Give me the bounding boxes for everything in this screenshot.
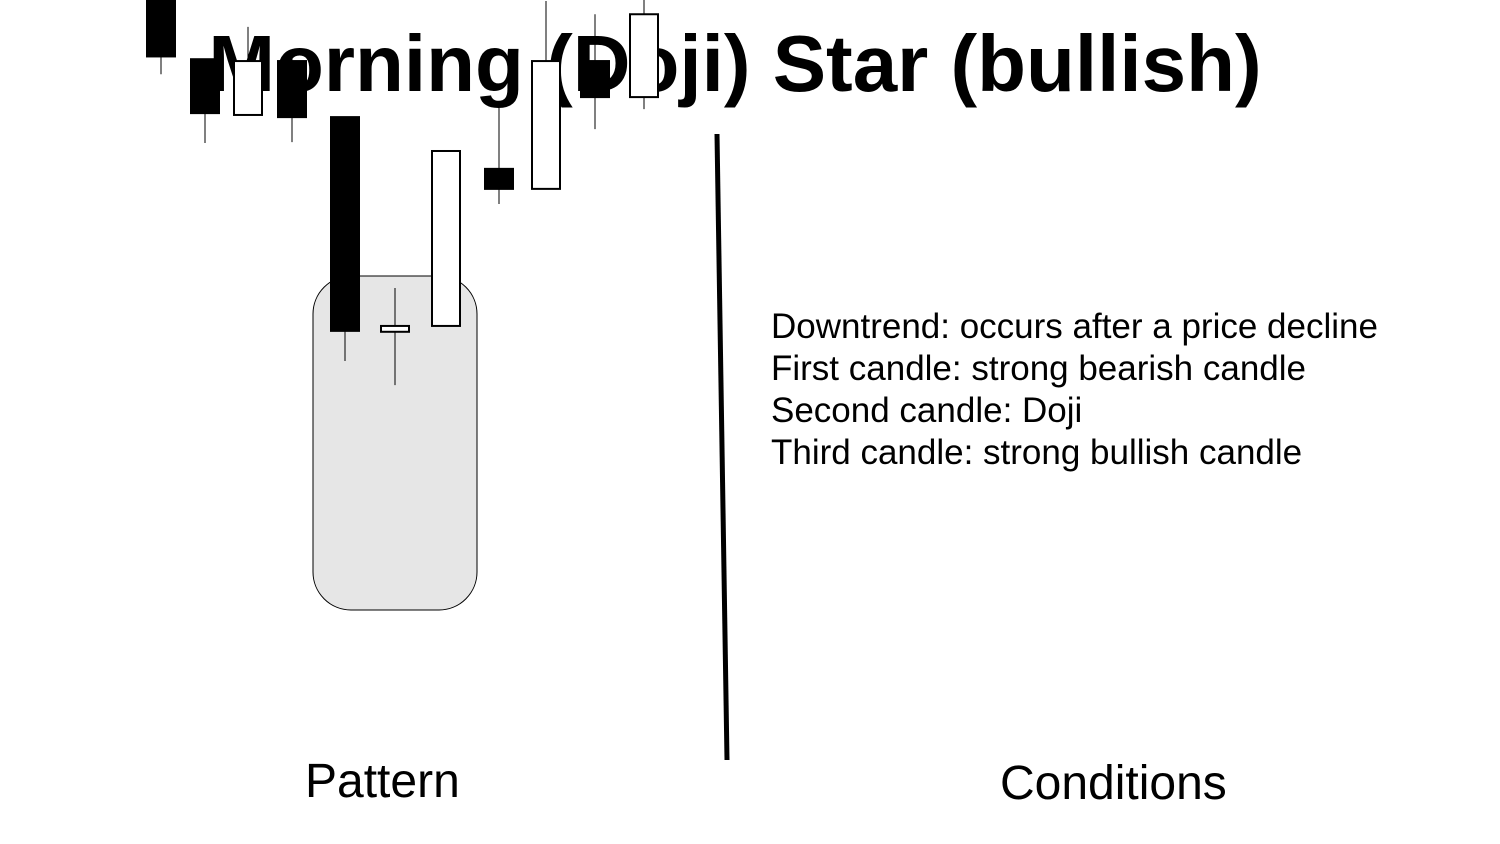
page-title: Morning (Doji) Star (bullish) <box>208 19 1262 108</box>
bullish-candle-body <box>233 60 263 116</box>
condition-third-candle: Third candle: strong bullish candle <box>771 433 1303 472</box>
condition-second-candle: Second candle: Doji <box>771 391 1083 430</box>
bearish-candle-body <box>277 60 307 119</box>
condition-downtrend: Downtrend: occurs after a price decline <box>771 307 1378 346</box>
divider-line <box>714 133 730 761</box>
candles-group <box>146 0 659 386</box>
conditions-label: Conditions <box>1000 757 1227 810</box>
bullish-candle-body <box>629 13 659 99</box>
bullish-candle-body <box>380 324 410 333</box>
bullish-candle-body <box>531 60 561 190</box>
condition-first-candle: First candle: strong bearish candle <box>771 349 1306 388</box>
bearish-candle-body <box>190 58 220 115</box>
pattern-label: Pattern <box>305 755 460 808</box>
conditions-list: Downtrend: occurs after a price decline … <box>771 306 1378 474</box>
pattern-highlight-box <box>312 275 478 611</box>
bullish-candle-body <box>431 149 461 327</box>
bearish-candle-body <box>580 60 610 99</box>
bearish-candle-body <box>146 0 176 58</box>
bearish-candle-body <box>330 116 360 332</box>
bearish-candle-body <box>484 167 514 190</box>
